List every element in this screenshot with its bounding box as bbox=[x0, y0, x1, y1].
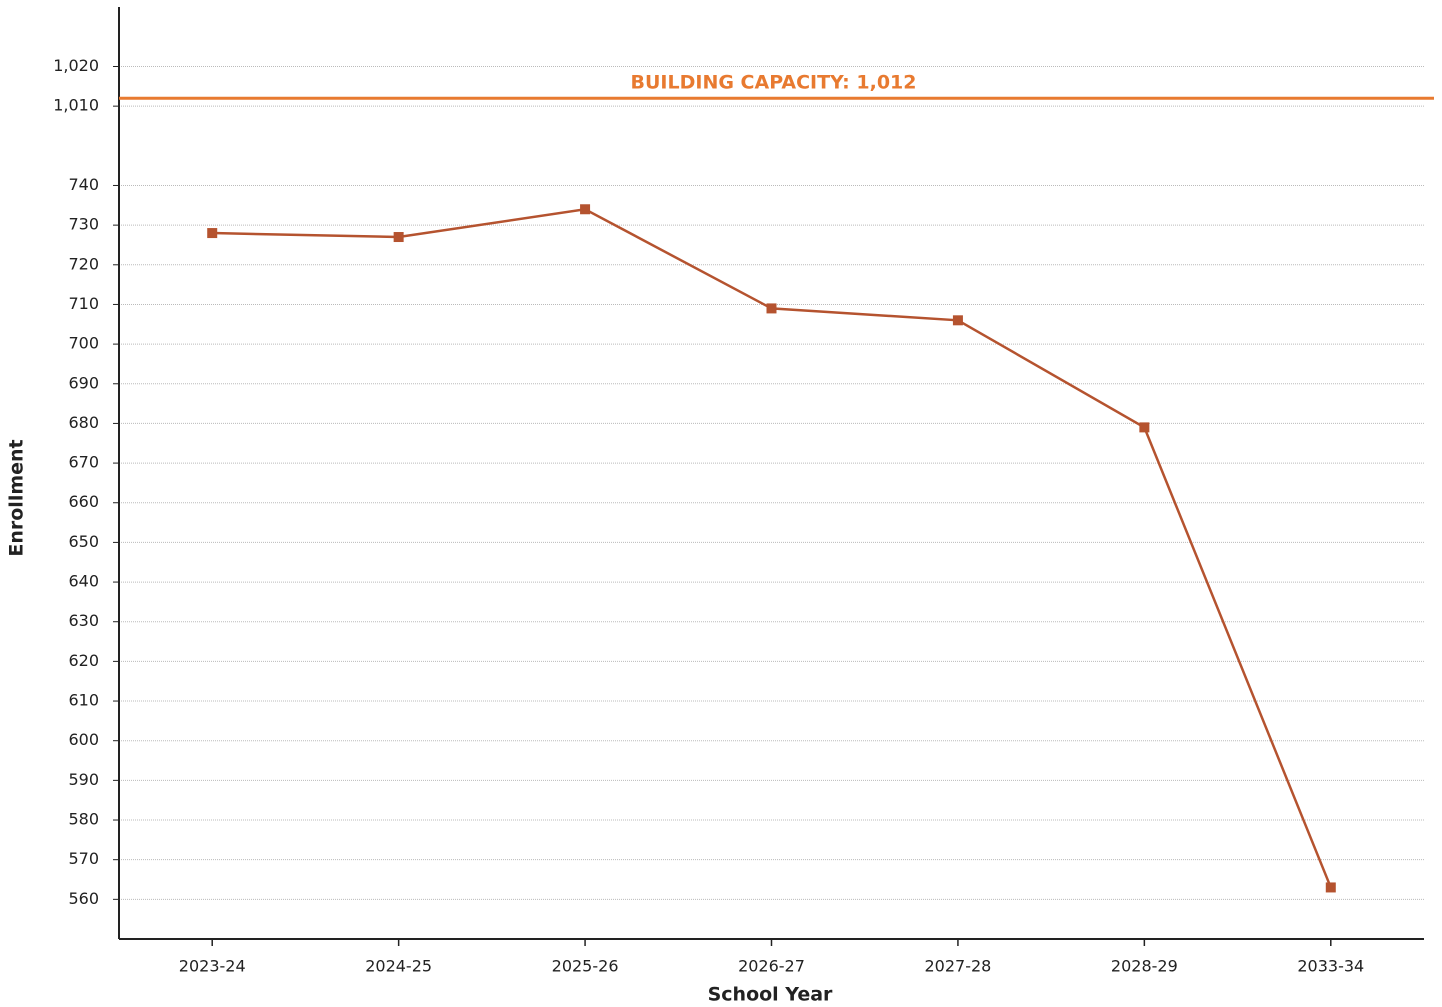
y-tick-label: 690 bbox=[68, 373, 99, 392]
y-tick-label: 610 bbox=[68, 691, 99, 710]
y-axis-label: Enrollment bbox=[6, 439, 28, 556]
y-tick-label: 1,010 bbox=[53, 96, 99, 115]
y-tick-label: 650 bbox=[68, 532, 99, 551]
marker bbox=[580, 204, 591, 215]
x-axis-label: School Year bbox=[708, 984, 833, 1006]
y-tick-label: 700 bbox=[68, 334, 99, 353]
y-tick-label: 630 bbox=[68, 611, 99, 630]
x-tick-label: 2028-29 bbox=[1111, 957, 1178, 976]
x-tick-label: 2023-24 bbox=[179, 957, 246, 976]
marker bbox=[207, 228, 218, 239]
x-tick-label: 2025-26 bbox=[552, 957, 619, 976]
y-tick-label: 640 bbox=[68, 572, 99, 591]
x-tick-label: 2026-27 bbox=[738, 957, 805, 976]
marker bbox=[952, 315, 963, 326]
marker bbox=[1325, 882, 1336, 893]
y-tick-label: 740 bbox=[68, 175, 99, 194]
y-tick-label: 600 bbox=[68, 730, 99, 749]
x-tick-label: 2024-25 bbox=[365, 957, 432, 976]
y-tick-label: 570 bbox=[68, 849, 99, 868]
marker bbox=[766, 303, 777, 314]
y-tick-label: 660 bbox=[68, 492, 99, 511]
marker bbox=[1139, 422, 1150, 433]
marker bbox=[393, 232, 404, 243]
y-tick-label: 670 bbox=[68, 453, 99, 472]
y-tick-label: 730 bbox=[68, 215, 99, 234]
y-tick-label: 720 bbox=[68, 254, 99, 273]
x-tick-label: 2033-34 bbox=[1297, 957, 1364, 976]
y-tick-label: 1,020 bbox=[53, 56, 99, 75]
y-tick-label: 680 bbox=[68, 413, 99, 432]
x-tick-label: 2027-28 bbox=[924, 957, 991, 976]
y-tick-label: 710 bbox=[68, 294, 99, 313]
y-tick-label: 560 bbox=[68, 889, 99, 908]
y-tick-label: 620 bbox=[68, 651, 99, 670]
reference-label: BUILDING CAPACITY: 1,012 bbox=[631, 72, 917, 94]
y-tick-label: 580 bbox=[68, 810, 99, 829]
y-tick-label: 590 bbox=[68, 770, 99, 789]
